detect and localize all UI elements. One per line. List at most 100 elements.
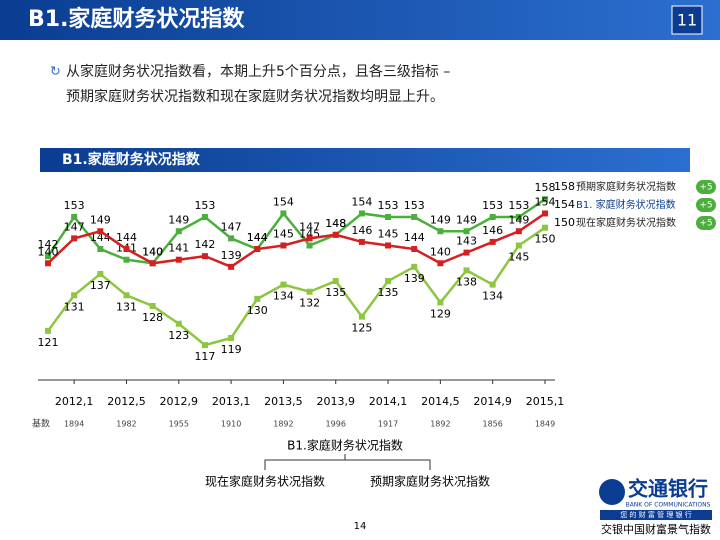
data-label: 154 — [535, 195, 556, 208]
data-label: 119 — [221, 343, 242, 356]
marker — [515, 242, 522, 249]
x-tick-label: 2012,1 — [55, 395, 94, 408]
bank-en: BANK OF COMMUNICATIONS — [626, 502, 711, 509]
series-line — [47, 212, 546, 269]
x-tick-label: 2014,9 — [473, 395, 512, 408]
marker — [437, 228, 444, 235]
marker — [332, 231, 339, 238]
x-tick-label: 2012,5 — [107, 395, 146, 408]
data-label: 134 — [482, 290, 503, 303]
data-label: 134 — [273, 290, 294, 303]
marker — [97, 246, 104, 253]
data-label: 144 — [404, 231, 425, 244]
x-tick-label: 2015,1 — [526, 395, 565, 408]
legend-value: 158 — [554, 180, 575, 193]
marker — [489, 214, 496, 221]
data-label: 148 — [325, 217, 346, 230]
marker — [463, 249, 470, 256]
data-label: 141 — [168, 242, 189, 255]
marker — [228, 334, 235, 341]
base-value: 1955 — [169, 420, 189, 429]
legend-label: B1. 家庭财务状况指数 — [576, 198, 676, 211]
marker — [71, 292, 78, 299]
marker — [385, 242, 392, 249]
data-label: 132 — [299, 297, 320, 310]
change-label: +5 — [699, 183, 712, 193]
data-label: 139 — [221, 249, 242, 262]
marker — [515, 228, 522, 235]
logo-mark — [599, 479, 625, 505]
base-label: 基数 — [32, 418, 50, 430]
x-tick-label: 2014,1 — [369, 395, 408, 408]
base-value: 1892 — [273, 420, 293, 429]
base-value: 1996 — [326, 420, 346, 429]
marker — [385, 278, 392, 285]
base-value: 1849 — [535, 420, 555, 429]
legend-value: 150 — [554, 216, 575, 229]
data-label: 153 — [508, 199, 529, 212]
series-line — [46, 198, 546, 265]
data-label: 129 — [430, 307, 451, 320]
data-label: 148 — [325, 217, 346, 230]
marker — [515, 214, 522, 221]
marker — [463, 267, 470, 274]
data-label: 117 — [194, 350, 215, 363]
data-label: 147 — [221, 220, 242, 233]
marker — [71, 235, 78, 242]
data-label: 153 — [404, 199, 425, 212]
marker — [123, 246, 130, 253]
data-label: 135 — [378, 286, 399, 299]
marker — [542, 224, 548, 231]
base-value: 1982 — [116, 420, 136, 429]
header-bar — [0, 0, 720, 40]
data-label: 145 — [378, 227, 399, 240]
data-label: 149 — [508, 213, 529, 226]
marker — [437, 299, 444, 306]
bank-cn: 交通银行 — [628, 477, 708, 501]
change-badge — [696, 216, 716, 230]
x-tick-label: 2013,1 — [212, 395, 251, 408]
marker — [97, 228, 104, 235]
x-tick-label: 2013,5 — [264, 395, 303, 408]
data-label: 150 — [535, 233, 556, 246]
data-label: 142 — [194, 238, 215, 251]
data-label: 131 — [64, 300, 85, 313]
marker — [306, 242, 313, 249]
data-label: 140 — [38, 245, 59, 258]
data-label: 144 — [247, 231, 268, 244]
change-badge — [696, 198, 716, 212]
marker — [123, 292, 130, 299]
marker — [306, 235, 313, 242]
marker — [437, 260, 444, 267]
marker — [45, 253, 51, 260]
marker — [175, 228, 182, 235]
data-label: 149 — [430, 213, 451, 226]
base-value: 1894 — [64, 420, 84, 429]
data-label: 131 — [116, 300, 137, 313]
marker — [411, 263, 418, 270]
marker — [228, 263, 235, 270]
chart-title: B1.家庭财务状况指数 — [62, 151, 201, 168]
chart-header — [40, 148, 690, 172]
data-label: 138 — [456, 275, 477, 288]
data-label: 139 — [404, 272, 425, 285]
data-label: 149 — [456, 213, 477, 226]
x-tick-label: 2014,5 — [421, 395, 460, 408]
marker — [201, 342, 208, 349]
marker — [332, 278, 339, 285]
page-badge: 11 — [677, 11, 697, 30]
bullet-line: 从家庭财务状况指数看，本期上升5个百分点，且各三级指标 – — [66, 63, 450, 80]
slogan-bar — [600, 510, 712, 520]
marker — [45, 260, 51, 267]
marker — [385, 214, 392, 221]
data-label: 153 — [64, 199, 85, 212]
change-badge — [696, 180, 716, 194]
base-value: 1892 — [430, 420, 450, 429]
data-label: 145 — [508, 250, 529, 263]
slogan-small: 您 的 财 富 管 理 银 行 — [620, 510, 692, 519]
data-label: 142 — [38, 238, 59, 251]
data-label: 153 — [194, 199, 215, 212]
annotation-top: B1.家庭财务状况指数 — [287, 438, 403, 453]
annotation-left: 现在家庭财务状况指数 — [205, 474, 325, 489]
